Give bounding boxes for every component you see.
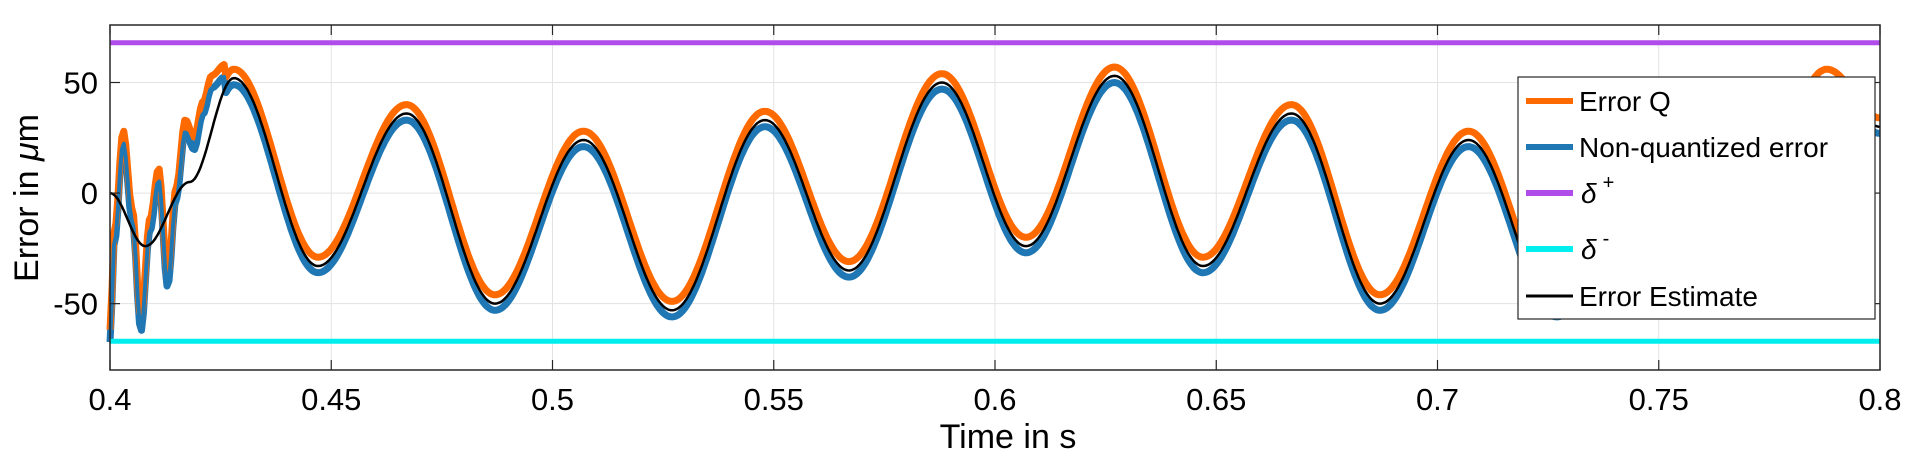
- x-tick-label: 0.45: [301, 382, 361, 417]
- x-tick-label: 0.7: [1416, 382, 1459, 417]
- ticks: 0.4 0.45 0.5 0.55 0.6 0.65 0.7 0.75 0.8 -50 0 50: [53, 25, 1902, 417]
- x-tick-label: 0.55: [744, 382, 804, 417]
- y-tick-label: -50: [53, 287, 98, 322]
- legend-delta-minus-symbol: δ: [1581, 234, 1597, 265]
- legend-label-estimate: Error Estimate: [1579, 281, 1758, 312]
- y-axis-label: Error in μm: [8, 114, 46, 282]
- x-tick-label: 0.6: [973, 382, 1016, 417]
- legend: Error Q Non-quantized error δ + δ- Error …: [1517, 76, 1876, 320]
- legend-label-delta-minus: δ-: [1581, 228, 1609, 265]
- y-axis-label-suffix: m: [8, 114, 46, 142]
- x-tick-label: 0.5: [531, 382, 574, 417]
- x-tick-label: 0.75: [1629, 382, 1689, 417]
- legend-delta-minus-sup: -: [1603, 228, 1610, 250]
- x-axis-label: Time in s: [940, 418, 1077, 456]
- legend-label-non-quantized: Non-quantized error: [1579, 132, 1828, 163]
- y-tick-label: 50: [64, 66, 98, 101]
- y-axis-label-mu: μ: [8, 142, 46, 162]
- legend-box: [1517, 76, 1876, 320]
- x-tick-label: 0.8: [1858, 382, 1901, 417]
- x-tick-label: 0.4: [88, 382, 131, 417]
- y-tick-label: 0: [81, 176, 98, 211]
- x-tick-label: 0.65: [1186, 382, 1246, 417]
- legend-label-delta-plus: δ +: [1581, 172, 1614, 209]
- y-axis-label-prefix: Error in: [8, 161, 46, 282]
- legend-delta-plus-sup: +: [1603, 172, 1615, 194]
- legend-delta-plus-symbol: δ: [1581, 178, 1597, 209]
- legend-label-error-q: Error Q: [1579, 86, 1671, 117]
